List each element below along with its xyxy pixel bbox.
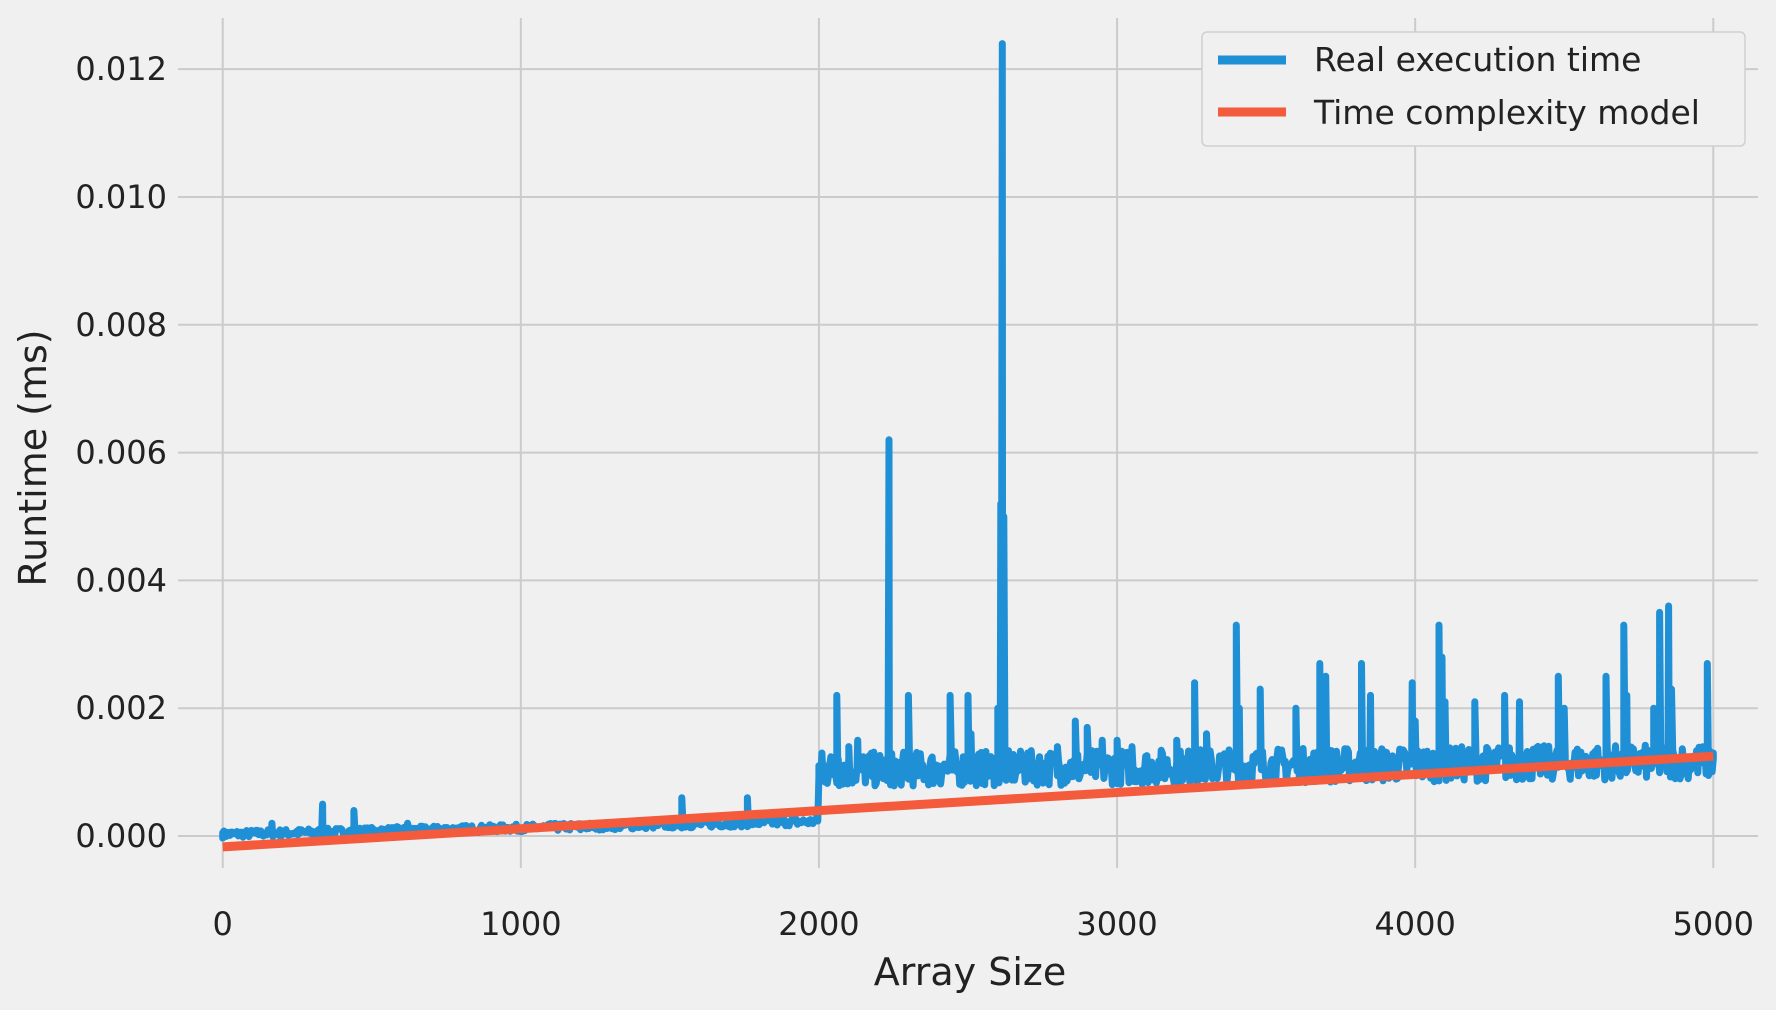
x-tick-label: 2000 [778, 905, 859, 943]
y-tick-label: 0.008 [75, 306, 167, 344]
x-tick-label: 3000 [1076, 905, 1157, 943]
y-tick-label: 0.006 [75, 434, 167, 472]
ticks: 0 1000 2000 3000 4000 5000 0.000 0.002 0.004 0.00… [75, 50, 1754, 943]
x-tick-label: 4000 [1374, 905, 1455, 943]
y-tick-label: 0.000 [75, 817, 167, 855]
x-tick-label: 1000 [480, 905, 561, 943]
y-axis-label: Runtime (ms) [11, 329, 55, 586]
legend: Real execution time Time complexity mode… [1201, 31, 1746, 147]
x-axis-label: Array Size [874, 950, 1066, 994]
legend-label-real-execution-time: Real execution time [1314, 40, 1642, 79]
y-tick-label: 0.004 [75, 561, 167, 599]
x-tick-label: 5000 [1673, 905, 1754, 943]
grid [178, 18, 1758, 868]
x-tick-label: 0 [213, 905, 233, 943]
legend-box [1201, 31, 1746, 147]
y-tick-label: 0.002 [75, 689, 167, 727]
y-tick-label: 0.012 [75, 50, 167, 88]
series-line-time-complexity-model [222, 751, 1714, 852]
legend-label-time-complexity-model: Time complexity model [1313, 93, 1700, 132]
y-tick-label: 0.010 [75, 178, 167, 216]
series-time-complexity-model [222, 751, 1714, 852]
